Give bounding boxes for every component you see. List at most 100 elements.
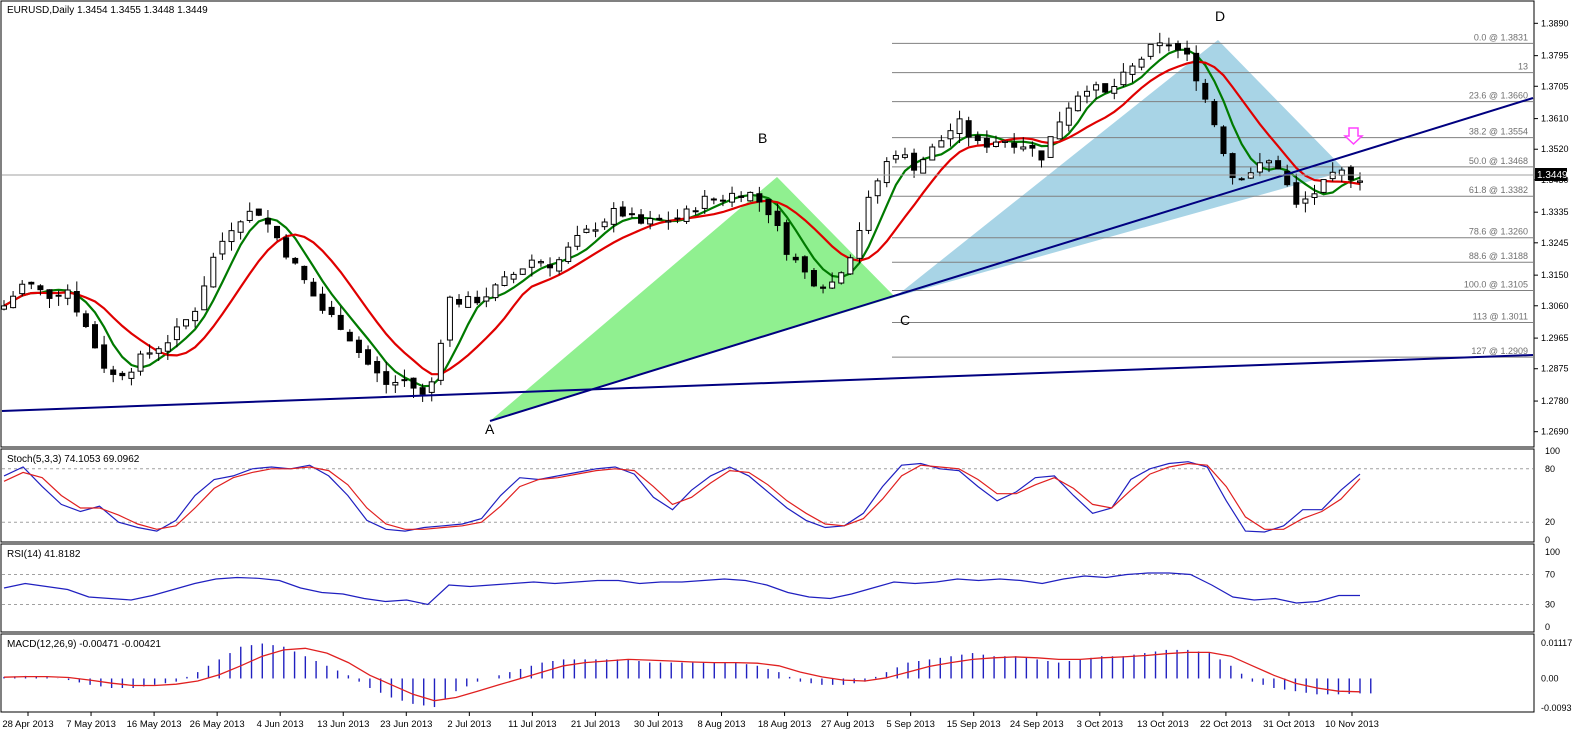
candle-body [374, 360, 381, 374]
fib-label: 127 @ 1.2909 [1471, 346, 1528, 356]
fib-label: 50.0 @ 1.3468 [1469, 156, 1528, 166]
price-tick-label: 1.2875 [1541, 364, 1569, 374]
fast-moving-average [3, 60, 1361, 376]
candle-body [1347, 166, 1354, 181]
candle-body [1302, 198, 1309, 204]
candle-body [128, 371, 135, 379]
candle-body [729, 192, 736, 203]
stoch-title: Stoch(5,3,3) 74.1053 69.0962 [7, 454, 140, 465]
candle-body [246, 210, 253, 221]
candle-body [110, 369, 117, 375]
candle-body [1029, 144, 1036, 149]
candle-body [1284, 170, 1291, 186]
candle-body [820, 286, 827, 289]
date-tick-label: 16 May 2013 [127, 719, 182, 730]
date-tick-label: 5 Sep 2013 [886, 719, 935, 730]
candle-body [101, 344, 108, 369]
candle-body [119, 372, 126, 377]
date-axis: 28 Apr 2013 7 May 2013 16 May 2013 26 May 2… [2, 712, 1379, 730]
rising-trendline[interactable] [489, 97, 1534, 422]
candle-body [82, 313, 89, 327]
candle-body [747, 191, 754, 202]
macd-signal-line [3, 647, 1361, 702]
candle-body [410, 377, 417, 389]
candle-body [1129, 65, 1136, 75]
candle-body [492, 284, 499, 299]
candle-body [64, 289, 71, 299]
candle-body [19, 283, 26, 295]
candle-body [474, 296, 481, 304]
candle-body [710, 198, 717, 201]
macd-title: MACD(12,26,9) -0.00471 -0.00421 [7, 639, 161, 650]
date-tick-label: 21 Jul 2013 [571, 719, 620, 730]
candle-body [929, 146, 936, 161]
candle-body [173, 326, 180, 341]
candle-body [510, 273, 517, 280]
candle-body [164, 342, 171, 352]
candle-body [1311, 193, 1318, 198]
candle-body [592, 229, 599, 232]
stoch-axis: 100 80 20 0 [1545, 446, 1560, 545]
candle-body [1184, 47, 1191, 55]
candle-body [319, 293, 326, 311]
candle-body [237, 221, 244, 233]
macd-tick-label: 0.01117 [1541, 638, 1572, 648]
candle-body [392, 381, 399, 386]
point-c-label: C [900, 312, 910, 328]
candle-body [1138, 58, 1145, 68]
candle-body [1047, 136, 1054, 158]
rsi-panel [0, 543, 1535, 633]
candle-body [146, 352, 153, 355]
date-tick-label: 26 May 2013 [190, 719, 245, 730]
long-trendline[interactable] [1, 354, 1534, 412]
candle-body [974, 135, 981, 141]
price-tick-label: 1.3060 [1541, 301, 1569, 311]
candle-body [519, 268, 526, 275]
candle-body [1265, 160, 1272, 164]
candle-body [865, 196, 872, 231]
date-tick-label: 30 Jul 2013 [634, 719, 683, 730]
candle-body [619, 206, 626, 217]
price-tick-label: 1.3335 [1541, 207, 1569, 217]
candle-body [37, 285, 44, 291]
candle-body [1093, 84, 1100, 91]
candle-body [446, 296, 453, 341]
candle-body [956, 118, 963, 135]
rsi-tick-label: 0 [1545, 622, 1550, 632]
candle-body [856, 230, 863, 259]
price-axis: 1.38901.37951.37051.36101.35201.34301.33… [1534, 18, 1569, 437]
candle-body [756, 193, 763, 203]
candle-body [801, 256, 808, 273]
bearish-triangle [895, 40, 1346, 297]
fib-label: 13 [1518, 62, 1528, 72]
candle-body [1065, 107, 1072, 126]
date-tick-label: 31 Oct 2013 [1263, 719, 1315, 730]
stoch-tick-label: 0 [1545, 535, 1550, 545]
candle-body [28, 281, 35, 285]
rsi-line [2, 572, 1533, 606]
current-price-label: 1.3449 [1537, 170, 1568, 181]
stoch-tick-label: 20 [1545, 517, 1555, 527]
price-tick-label: 1.3705 [1541, 81, 1569, 91]
date-tick-label: 15 Sep 2013 [947, 719, 1001, 730]
candle-body [1211, 101, 1218, 126]
rsi-tick-label: 30 [1545, 600, 1555, 610]
candle-body [992, 141, 999, 147]
date-tick-label: 23 Jun 2013 [380, 719, 432, 730]
price-tick-label: 1.2690 [1541, 427, 1569, 437]
fib-label: 113 @ 1.3011 [1473, 311, 1528, 321]
date-tick-label: 22 Oct 2013 [1200, 719, 1252, 730]
candle-body [947, 130, 954, 140]
candle-body [1, 305, 7, 310]
candle-body [274, 225, 281, 239]
candle-body [155, 348, 162, 354]
candle-body [437, 342, 444, 381]
price-tick-label: 1.3610 [1541, 114, 1569, 124]
date-tick-label: 18 Aug 2013 [758, 719, 811, 730]
date-tick-label: 3 Oct 2013 [1077, 719, 1123, 730]
candle-body [1111, 85, 1118, 94]
date-tick-label: 11 Jul 2013 [508, 719, 556, 730]
candle-body [255, 208, 262, 216]
candle-body [565, 246, 572, 263]
candle-body [383, 371, 390, 385]
